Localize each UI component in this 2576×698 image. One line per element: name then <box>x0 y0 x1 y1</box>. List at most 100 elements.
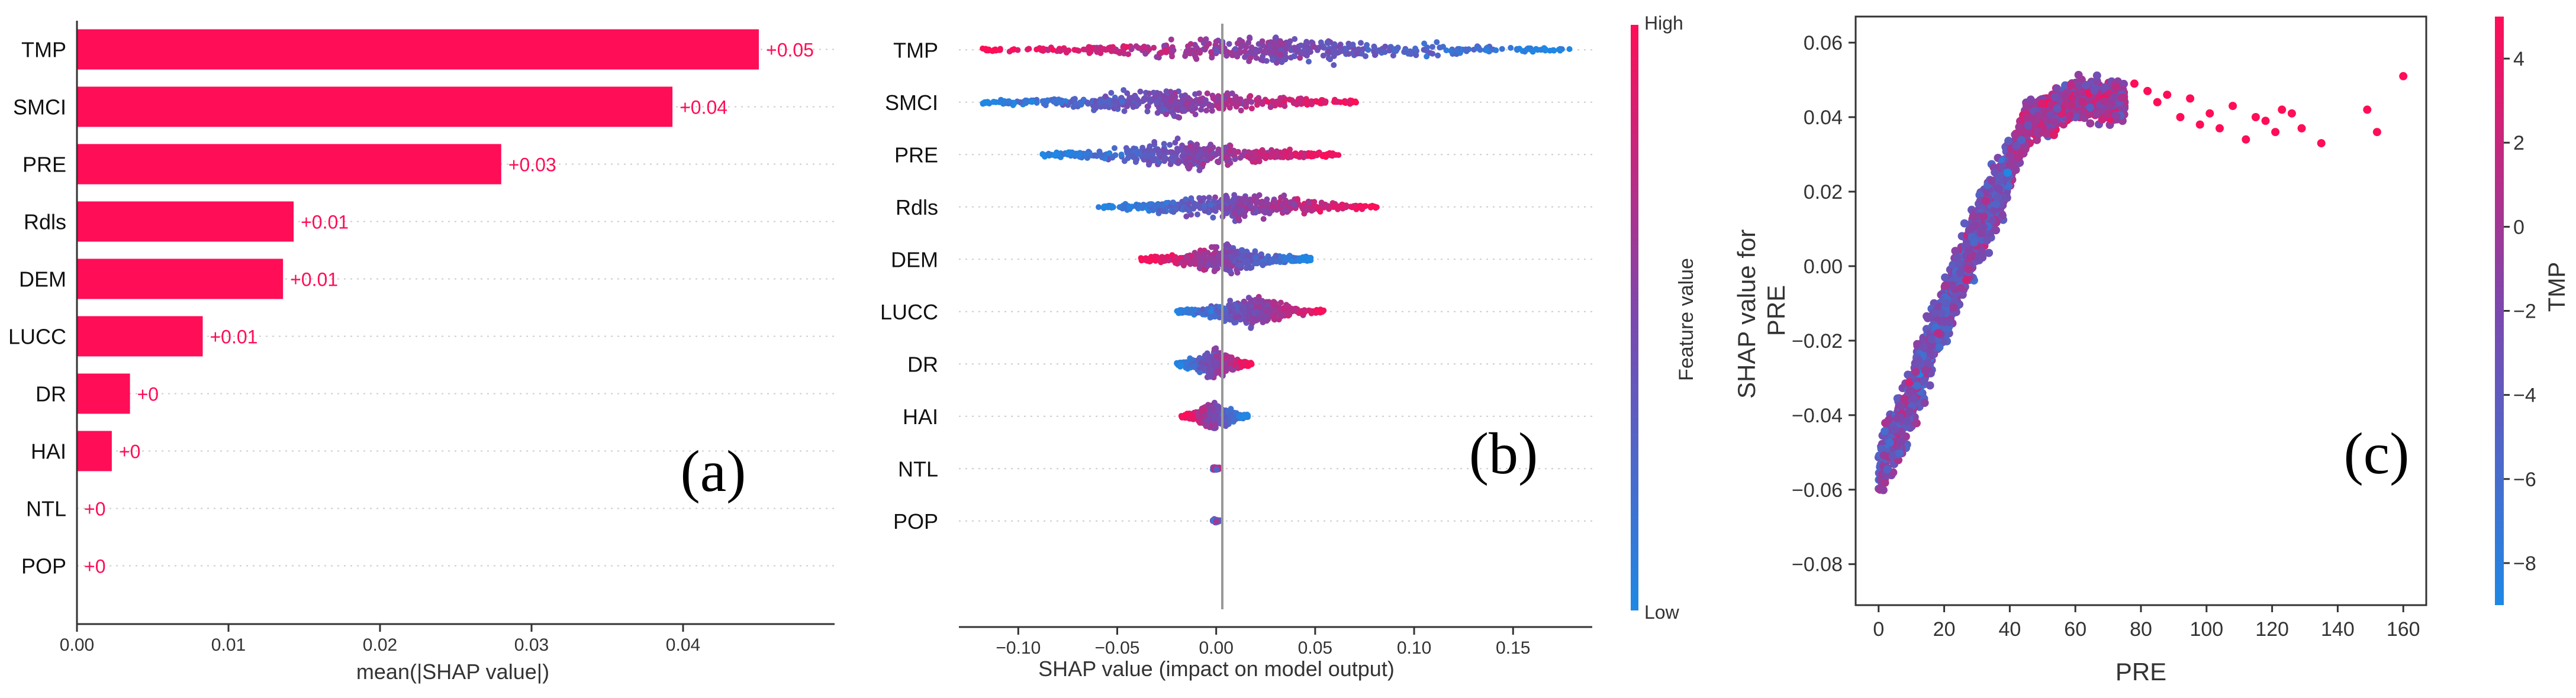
panel-a-bar-lucc <box>77 316 203 357</box>
panel-b-point <box>1292 36 1298 42</box>
panel-b-point <box>1253 308 1260 315</box>
panel-b-point <box>1303 38 1310 45</box>
panel-b-swarm-dr <box>1174 345 1255 381</box>
panel-b-point <box>1514 46 1521 53</box>
panel-b-point <box>1326 152 1333 159</box>
panel-b-x-tick-label: 0.15 <box>1496 638 1530 658</box>
panel-b-point <box>1334 99 1340 105</box>
panel-b-point <box>1182 146 1189 152</box>
panel-b-point <box>1139 44 1146 51</box>
panel-a-feature-label: TMP <box>21 38 66 62</box>
panel-b-point <box>1223 101 1229 108</box>
panel-b-point <box>1192 363 1198 369</box>
panel-b-point <box>1213 38 1219 45</box>
panel-a-feature-label: POP <box>21 554 66 579</box>
panel-b-point <box>1264 99 1271 105</box>
panel-b-point <box>1287 151 1294 158</box>
panel-b-point <box>1167 149 1174 156</box>
panel-a-value-label: +0 <box>137 384 159 405</box>
panel-b-point <box>1229 254 1236 260</box>
panel-b-point <box>1045 47 1051 53</box>
panel-b-point <box>1110 204 1116 211</box>
panel-b-point <box>1284 41 1290 48</box>
panel-b-point <box>1222 242 1229 248</box>
panel-b-point <box>1248 302 1254 309</box>
panel-b-point <box>1040 46 1046 52</box>
panel-b-point <box>1137 88 1144 95</box>
panel-b-point <box>1192 306 1198 313</box>
panel-b-point <box>1229 90 1235 96</box>
panel-b-point <box>1247 54 1254 61</box>
panel-b-point <box>1248 105 1255 112</box>
panel-b-point <box>1182 53 1189 59</box>
panel-b-letter: (b) <box>1469 421 1538 486</box>
panel-b-point <box>1168 36 1174 43</box>
panel-b-point <box>1172 140 1178 146</box>
panel-b-point <box>1187 161 1194 168</box>
panel-b-point <box>1233 315 1239 321</box>
panel-b-point <box>1170 209 1177 215</box>
panel-b-point <box>1566 46 1573 52</box>
panel-b-point <box>1196 48 1202 54</box>
panel-b-x-tick-label: −0.10 <box>996 638 1041 658</box>
panel-b-point <box>1235 215 1241 222</box>
panel-a-value-label: +0.03 <box>508 154 556 176</box>
panel-b-point <box>1155 54 1162 61</box>
panel-b-point <box>1200 160 1206 167</box>
panel-b-point <box>1125 155 1131 161</box>
panel-b-point <box>1203 107 1210 114</box>
panel-b-point <box>1151 157 1157 164</box>
panel-b-point <box>1421 40 1428 47</box>
panel-b-point <box>1213 369 1220 376</box>
panel-a-value-label: +0.05 <box>766 40 814 61</box>
panel-b-point <box>1147 201 1153 208</box>
panel-b-point <box>1292 305 1298 312</box>
panel-b-point <box>1046 153 1052 159</box>
panel-b-point <box>1252 209 1259 216</box>
panel-b-point <box>1427 50 1434 56</box>
panel-b-point <box>1208 104 1215 110</box>
panel-b-x-tick-label: 0.10 <box>1397 638 1431 658</box>
panel-b-point <box>1263 208 1270 215</box>
panel-b-point <box>1167 141 1173 148</box>
panel-b-point <box>1126 99 1132 106</box>
panel-b-feature-label: POP <box>893 509 938 534</box>
panel-b-point <box>1245 253 1251 259</box>
panel-b-point <box>1198 360 1205 366</box>
panel-b-point <box>1306 59 1312 65</box>
panel-b-point <box>1144 103 1151 109</box>
panel-b-point <box>1390 52 1396 59</box>
panel-b-point <box>1147 98 1154 104</box>
panel-b-point <box>1213 466 1220 473</box>
panel-b-point <box>1281 103 1288 109</box>
panel-a-bar-rdls <box>77 201 294 242</box>
panel-c-dependence-chart: 0 20 40 60 80 100 120 140 160−0.08−0.06−0.04−0.0… <box>1733 15 2570 686</box>
panel-a-feature-label: DEM <box>19 267 66 292</box>
panel-b-point <box>1226 261 1233 268</box>
panel-b-point <box>1557 47 1563 54</box>
panel-b-point <box>1272 46 1279 53</box>
panel-b-point <box>1100 46 1107 52</box>
panel-b-point <box>1130 153 1136 159</box>
panel-b-point <box>1308 99 1315 106</box>
panel-b-feature-label: PRE <box>894 143 938 167</box>
panel-b-point <box>1215 403 1221 409</box>
panel-b-point <box>1259 147 1266 153</box>
panel-b-point <box>1196 413 1202 420</box>
panel-b-point <box>1243 101 1250 108</box>
panel-b-point <box>1199 408 1205 414</box>
panel-b-point <box>1270 302 1276 308</box>
panel-b-point <box>1238 247 1245 253</box>
panel-b-point <box>1448 48 1454 54</box>
panel-b-point <box>1321 44 1327 51</box>
panel-b-point <box>1299 50 1306 57</box>
panel-b-point <box>1179 105 1186 112</box>
panel-b-point <box>1291 53 1297 59</box>
panel-b-point <box>1291 201 1297 208</box>
panel-b-point <box>1076 151 1083 158</box>
panel-b-point <box>1212 421 1218 428</box>
panel-b-point <box>1111 97 1118 104</box>
panel-b-point <box>1142 257 1148 263</box>
panel-b-point <box>1213 518 1219 525</box>
